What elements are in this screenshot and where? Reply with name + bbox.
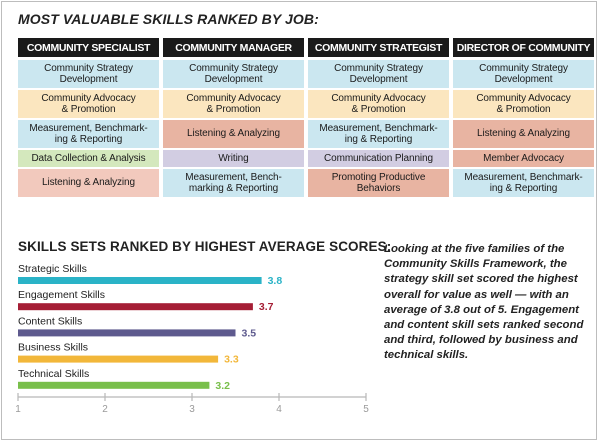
skills-table-title: MOST VALUABLE SKILLS RANKED BY JOB: <box>18 11 319 27</box>
job-column-heading: COMMUNITY SPECIALIST <box>18 38 159 57</box>
job-column: DIRECTOR OF COMMUNITY Community Strategy D… <box>453 38 594 199</box>
skill-cell: Community Advocacy & Promotion <box>453 90 594 118</box>
skill-cell: Data Collection & Analysis <box>18 150 159 167</box>
bar-value-label: 3.2 <box>215 380 230 392</box>
bar-category-label: Engagement Skills <box>18 289 105 301</box>
skill-cell: Measurement, Benchmark-ing & Reporting <box>308 120 449 148</box>
x-axis-tick-label: 1 <box>15 404 21 415</box>
skill-cell: Measurement, Benchmark-ing & Reporting <box>18 120 159 148</box>
job-column-heading: COMMUNITY MANAGER <box>163 38 304 57</box>
x-axis-tick-label: 2 <box>102 404 108 415</box>
bar <box>18 355 219 363</box>
skill-cell: Member Advocacy <box>453 150 594 167</box>
summary-note: Looking at the five families of the Comm… <box>384 243 584 362</box>
x-axis-tick-label: 3 <box>189 404 195 415</box>
bar-value-label: 3.8 <box>268 275 283 287</box>
skill-cell: Community Strategy Development <box>163 60 304 88</box>
skill-cell: Community Strategy Development <box>18 60 159 88</box>
skill-cell: Community Advocacy & Promotion <box>308 90 449 118</box>
bar <box>18 303 253 311</box>
job-column-heading: DIRECTOR OF COMMUNITY <box>453 38 594 57</box>
skill-cell: Promoting Productive Behaviors <box>308 169 449 197</box>
x-axis-tick-label: 5 <box>363 404 369 415</box>
skill-cell: Listening & Analyzing <box>163 120 304 148</box>
job-column-heading: COMMUNITY STRATEGIST <box>308 38 449 57</box>
skill-cell: Writing <box>163 150 304 167</box>
job-column: COMMUNITY SPECIALIST Community Strategy De… <box>18 38 159 199</box>
skill-cell: Community Strategy Development <box>308 60 449 88</box>
bar-category-label: Business Skills <box>18 342 88 354</box>
skill-cell: Listening & Analyzing <box>18 169 159 197</box>
bar-value-label: 3.5 <box>242 327 257 339</box>
bar <box>18 277 262 284</box>
job-column: COMMUNITY MANAGER Community Strategy Devel… <box>163 38 304 199</box>
skill-cell: Measurement, Bench-marking & Reporting <box>163 169 304 197</box>
bar <box>18 381 210 389</box>
bar <box>18 329 236 337</box>
skill-cell: Measurement, Benchmark-ing & Reporting <box>453 169 594 197</box>
skill-cell: Communication Planning <box>308 150 449 167</box>
bar-value-label: 3.7 <box>259 301 274 313</box>
x-axis-tick-label: 4 <box>276 404 282 415</box>
bar-category-label: Content Skills <box>18 315 82 327</box>
bar-category-label: Strategic Skills <box>18 263 87 275</box>
job-column: COMMUNITY STRATEGIST Community Strategy De… <box>308 38 449 199</box>
skill-cell: Community Advocacy & Promotion <box>18 90 159 118</box>
bar-value-label: 3.3 <box>224 354 239 366</box>
skill-cell: Listening & Analyzing <box>453 120 594 148</box>
skill-cell: Community Strategy Development <box>453 60 594 88</box>
chart-title: SKILLS SETS RANKED BY HIGHEST AVERAGE SC… <box>18 239 392 254</box>
bar-category-label: Technical Skills <box>18 368 89 380</box>
skills-by-job-table: COMMUNITY SPECIALIST Community Strategy De… <box>18 38 594 199</box>
skill-cell: Community Advocacy & Promotion <box>163 90 304 118</box>
